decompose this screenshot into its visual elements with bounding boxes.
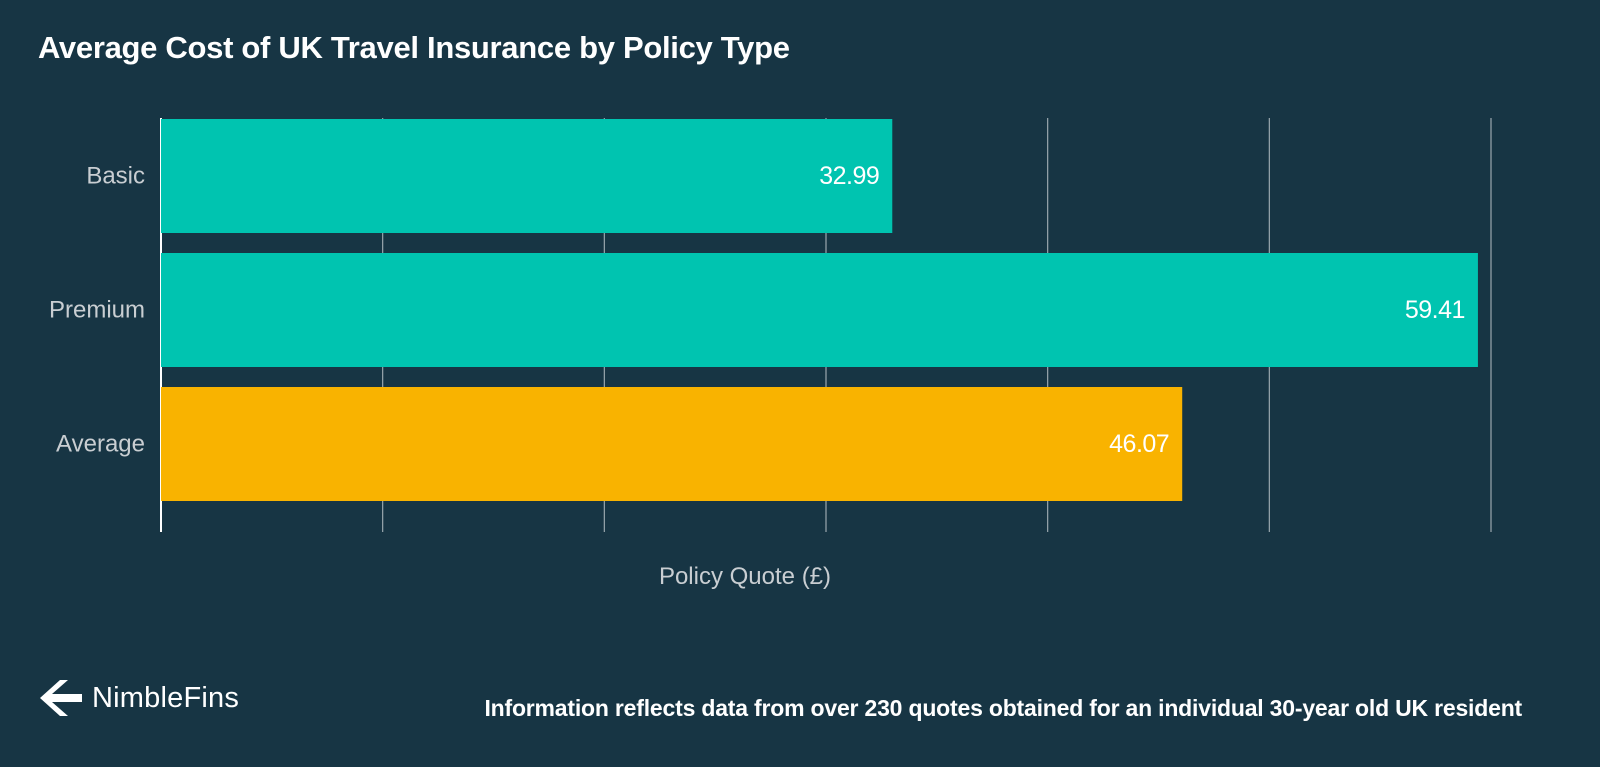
nimblefins-arrow-icon (40, 680, 82, 716)
data-label: 32.99 (819, 162, 879, 190)
category-label: Premium (49, 297, 145, 324)
x-axis-label: Policy Quote (£) (658, 563, 832, 590)
category-label: Average (56, 431, 145, 458)
category-label: Basic (86, 163, 145, 190)
bar-premium (161, 253, 1478, 367)
bar-average (161, 387, 1183, 501)
bar-basic (161, 119, 893, 233)
logo-text: NimbleFins (92, 681, 240, 714)
nimblefins-logo: NimbleFins (38, 676, 239, 720)
footnote: Information reflects data from over 230 … (484, 695, 1522, 721)
data-label: 46.07 (1109, 430, 1169, 458)
data-label: 59.41 (1405, 296, 1465, 324)
chart-title: Average Cost of UK Travel Insurance by P… (38, 30, 790, 65)
